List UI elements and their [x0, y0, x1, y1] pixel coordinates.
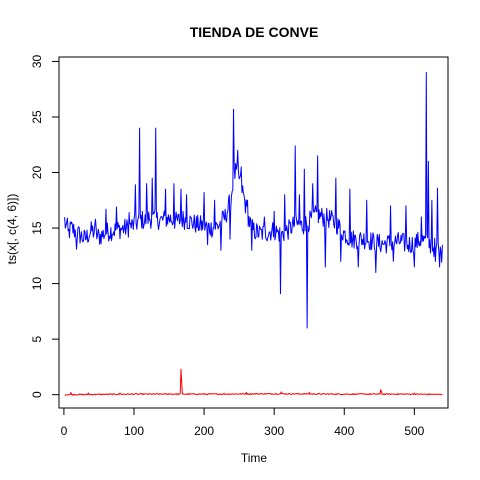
x-tick-label: 0 [61, 424, 68, 438]
y-tick-label: 5 [30, 335, 44, 342]
series-layer [64, 72, 443, 396]
axes-layer: 0 100 200 300 400 500 0 5 10 15 20 25 30 [30, 54, 425, 438]
y-tick-label: 10 [30, 277, 44, 291]
y-tick-label: 25 [30, 110, 44, 124]
x-tick-label: 100 [124, 424, 144, 438]
x-axis-label: Time [241, 451, 268, 465]
x-tick-label: 300 [264, 424, 284, 438]
chart-title: TIENDA DE CONVE [190, 24, 319, 40]
y-axis-label: ts(x[, c(4, 6)]) [5, 194, 19, 265]
x-tick-label: 200 [194, 424, 214, 438]
y-tick-label: 0 [30, 391, 44, 398]
x-tick-label: 500 [404, 424, 424, 438]
plot-frame [58, 56, 449, 409]
x-tick-label: 400 [334, 424, 354, 438]
y-tick-label: 15 [30, 221, 44, 235]
y-tick-label: 30 [30, 54, 44, 68]
series-line-1 [64, 72, 443, 329]
y-tick-label: 20 [30, 166, 44, 180]
series-line-2 [64, 368, 443, 396]
